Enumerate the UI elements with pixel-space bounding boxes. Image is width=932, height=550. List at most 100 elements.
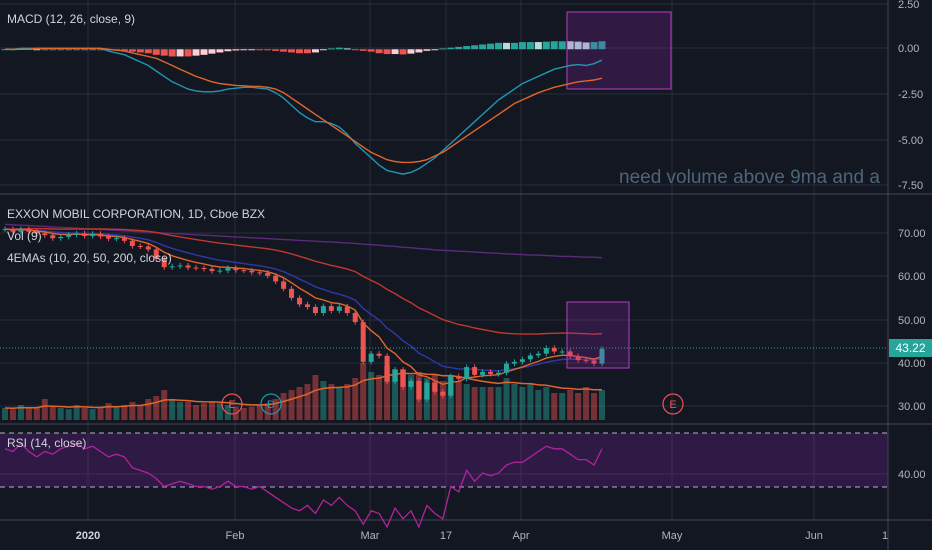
chart-annotation-note[interactable]: need volume above 9ma and a — [619, 167, 880, 188]
macd-histogram-bar — [208, 49, 216, 54]
macd-histogram-bar — [471, 45, 479, 50]
volume-bar — [169, 399, 176, 420]
macd-histogram-bar — [327, 48, 335, 50]
candle-body — [360, 322, 366, 362]
candle-body — [10, 229, 16, 232]
volume-bar — [81, 408, 88, 420]
volume-bar — [320, 381, 327, 420]
macd-histogram-bar — [502, 42, 510, 50]
macd-histogram-bar — [566, 41, 574, 50]
macd-histogram-bar — [160, 49, 168, 56]
macd-histogram-bar — [415, 49, 423, 53]
macd-tick-label: -7.50 — [898, 180, 923, 192]
candle-body — [297, 297, 303, 305]
candle-body — [105, 236, 111, 239]
candle-body — [177, 265, 183, 267]
volume-bar — [439, 381, 446, 420]
volume-bar — [487, 387, 494, 420]
volume-bar — [392, 369, 399, 420]
candle-body — [161, 258, 167, 268]
candle-body — [34, 231, 40, 234]
macd-title[interactable]: MACD (12, 26, close, 9) — [7, 12, 136, 26]
candle-body — [480, 371, 486, 375]
macd-tick-label: -5.00 — [898, 135, 923, 147]
volume-bar — [527, 384, 534, 420]
candle-body — [336, 306, 342, 311]
volume-bar — [105, 403, 112, 420]
volume-bar — [583, 387, 590, 420]
macd-histogram-bar — [335, 47, 343, 50]
macd-histogram-bar — [57, 49, 65, 51]
candle-body — [575, 356, 581, 361]
volume-bar — [551, 393, 558, 420]
macd-histogram-bar — [89, 49, 97, 51]
macd-histogram-bar — [33, 49, 41, 51]
event-marker-earnings-2[interactable] — [662, 393, 684, 415]
ema-label[interactable]: 4EMAs (10, 20, 50, 200, close) — [7, 251, 172, 265]
macd-histogram-bar — [375, 49, 383, 54]
volume-bar — [280, 393, 287, 420]
macd-tick-label: 0.00 — [898, 43, 919, 55]
candle-body — [368, 353, 374, 362]
volume-bar — [368, 372, 375, 420]
volume-bar — [17, 405, 24, 420]
macd-histogram-bar — [582, 42, 590, 50]
macd-histogram-bar — [168, 49, 176, 57]
candle-body — [448, 376, 454, 396]
macd-histogram-bar — [248, 49, 256, 51]
volume-bar — [296, 387, 303, 420]
candle-body — [464, 367, 470, 379]
macd-histogram-bar — [184, 49, 192, 57]
candle-body — [145, 246, 151, 250]
macd-histogram-bar — [598, 41, 606, 50]
candle-body — [519, 359, 525, 362]
volume-bar — [185, 402, 192, 420]
time-tick-label: 17 — [440, 530, 452, 542]
rsi-tick-label: 40.00 — [898, 469, 926, 481]
volume-bar — [97, 408, 104, 420]
candle-body — [543, 348, 549, 354]
time-tick-label: Jun — [805, 530, 823, 542]
volume-label[interactable]: Vol (9) — [7, 229, 42, 243]
rsi-title[interactable]: RSI (14, close) — [7, 436, 87, 450]
volume-bar — [216, 403, 223, 420]
candle-body — [98, 233, 104, 237]
macd-histogram-bar — [41, 49, 49, 51]
candle-body — [320, 306, 326, 314]
event-marker-earnings-1[interactable] — [221, 393, 243, 415]
macd-histogram-bar — [65, 49, 73, 51]
candle-body — [488, 371, 494, 374]
candle-body — [352, 313, 358, 323]
candle-body — [289, 288, 295, 298]
candle-body — [121, 238, 127, 241]
candle-body — [535, 353, 541, 356]
candle-body — [66, 234, 72, 237]
candle-body — [559, 351, 565, 353]
candle-body — [432, 382, 438, 392]
macd-histogram-bar — [439, 48, 447, 50]
candle-body — [82, 233, 88, 237]
candle-body — [74, 233, 80, 235]
time-tick-label: Apr — [512, 530, 529, 542]
volume-bar — [129, 402, 136, 420]
macd-histogram-bar — [487, 43, 495, 50]
event-markers: E D E — [221, 393, 684, 415]
macd-histogram-bar — [73, 49, 81, 51]
price-tick-label: 40.00 — [898, 358, 926, 370]
macd-histogram-bar — [311, 49, 319, 53]
volume-bars — [2, 363, 605, 420]
candle-body — [599, 348, 605, 364]
macd-histogram-bar — [303, 49, 311, 54]
candle-body — [551, 348, 557, 352]
macd-histogram-bar — [144, 49, 152, 54]
candle-body — [400, 369, 406, 387]
macd-histogram-bar — [431, 49, 439, 51]
macd-histogram-bar — [455, 46, 463, 50]
volume-bar — [384, 366, 391, 420]
volume-bar — [193, 405, 200, 420]
volume-bar — [201, 403, 207, 420]
event-marker-dividend[interactable] — [260, 393, 282, 415]
volume-bar — [503, 378, 510, 420]
price-title[interactable]: EXXON MOBIL CORPORATION, 1D, Cboe BZX — [7, 207, 266, 221]
volume-bar — [73, 405, 80, 420]
